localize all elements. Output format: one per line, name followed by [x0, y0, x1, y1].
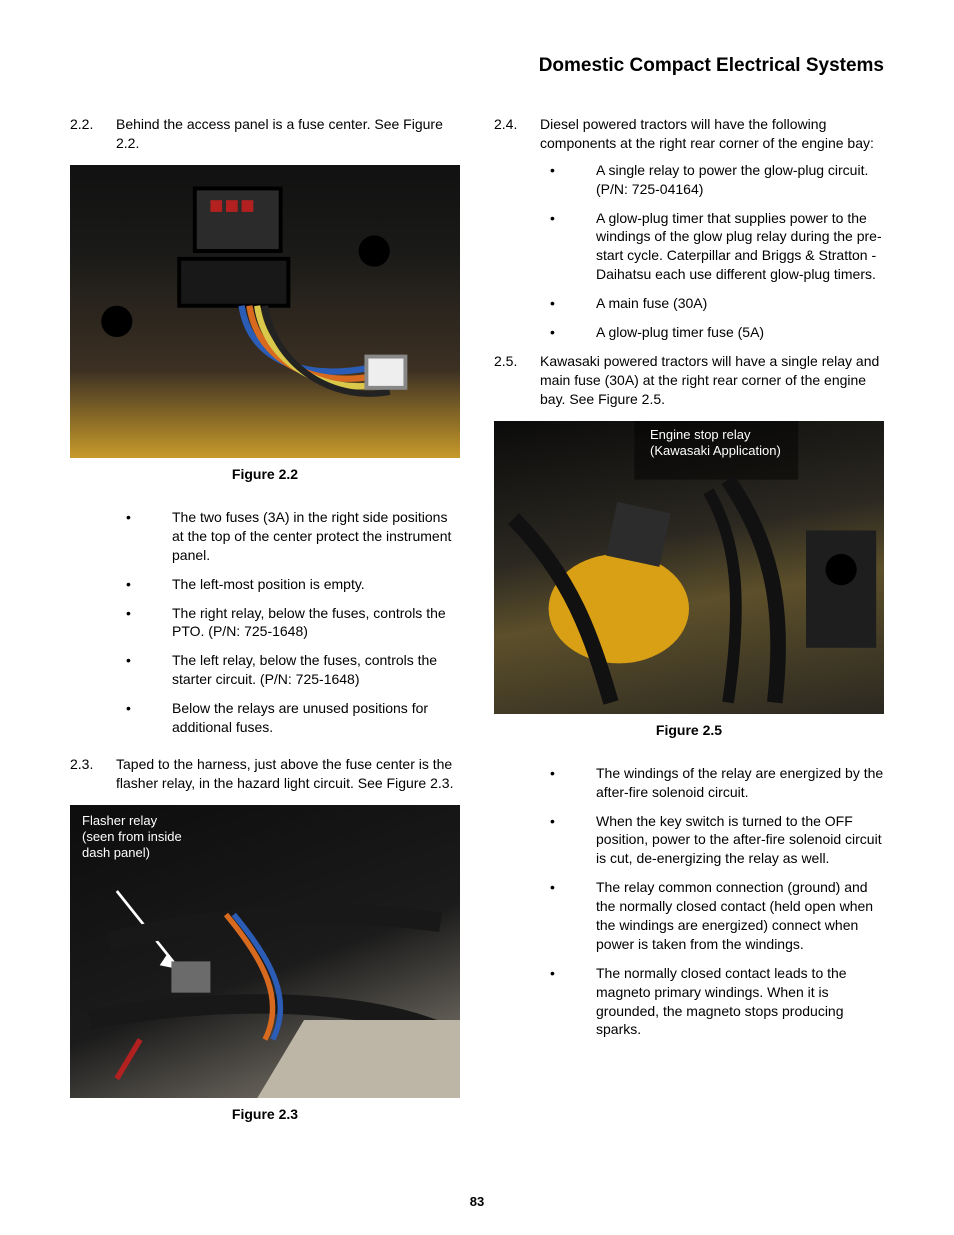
bullet-text: Below the relays are unused positions fo… — [172, 699, 460, 737]
bullet-text: The left-most position is empty. — [172, 575, 460, 594]
bullet-marker: • — [540, 964, 596, 1040]
bullet-marker: • — [540, 878, 596, 954]
list-number: 2.2. — [70, 115, 116, 153]
figure-2-5-image: Engine stop relay (Kawasaki Application) — [494, 421, 884, 714]
bullet-marker: • — [116, 604, 172, 642]
list-item-2-5: 2.5. Kawasaki powered tractors will have… — [494, 352, 884, 409]
chapter-title: Domestic Compact Electrical Systems — [70, 55, 884, 77]
bullet-text: A glow-plug timer that supplies power to… — [596, 209, 884, 285]
bullet-item: • The left-most position is empty. — [116, 575, 460, 594]
bullet-text: The right relay, below the fuses, contro… — [172, 604, 460, 642]
bullet-marker: • — [116, 575, 172, 594]
figure-2-2-caption: Figure 2.2 — [70, 466, 460, 482]
bullet-text: A glow-plug timer fuse (5A) — [596, 323, 884, 342]
list-item-2-2: 2.2. Behind the access panel is a fuse c… — [70, 115, 460, 153]
list-number: 2.5. — [494, 352, 540, 409]
bullet-marker: • — [116, 508, 172, 565]
figure-2-3: Flasher relay (seen from inside dash pan… — [70, 805, 460, 1122]
figure-2-2-image — [70, 165, 460, 458]
list-text: Taped to the harness, just above the fus… — [116, 755, 460, 793]
figure-2-5: Engine stop relay (Kawasaki Application)… — [494, 421, 884, 738]
bullet-item: • When the key switch is turned to the O… — [540, 812, 884, 869]
bullet-marker: • — [116, 651, 172, 689]
bullet-text: A single relay to power the glow-plug ci… — [596, 161, 884, 199]
figure-2-5-label: Engine stop relay (Kawasaki Application) — [644, 423, 787, 464]
list-text: Diesel powered tractors will have the fo… — [540, 115, 884, 153]
bullet-item: • Below the relays are unused positions … — [116, 699, 460, 737]
columns-wrapper: 2.2. Behind the access panel is a fuse c… — [70, 115, 884, 1132]
right-bullets-top: • A single relay to power the glow-plug … — [540, 161, 884, 342]
left-bullets-1: • The two fuses (3A) in the right side p… — [116, 508, 460, 737]
list-item-2-3: 2.3. Taped to the harness, just above th… — [70, 755, 460, 793]
bullet-text: When the key switch is turned to the OFF… — [596, 812, 884, 869]
bullet-text: The left relay, below the fuses, control… — [172, 651, 460, 689]
bullet-marker: • — [540, 209, 596, 285]
bullet-item: • A glow-plug timer fuse (5A) — [540, 323, 884, 342]
page: Domestic Compact Electrical Systems 2.2.… — [0, 0, 954, 1235]
bullet-item: • The normally closed contact leads to t… — [540, 964, 884, 1040]
right-column: 2.4. Diesel powered tractors will have t… — [494, 115, 884, 1132]
list-text: Kawasaki powered tractors will have a si… — [540, 352, 884, 409]
figure-2-3-label: Flasher relay (seen from inside dash pan… — [76, 809, 188, 866]
list-number: 2.4. — [494, 115, 540, 153]
bullet-item: • The two fuses (3A) in the right side p… — [116, 508, 460, 565]
bullet-item: • A main fuse (30A) — [540, 294, 884, 313]
bullet-item: • The relay common connection (ground) a… — [540, 878, 884, 954]
figure-2-5-caption: Figure 2.5 — [494, 722, 884, 738]
list-number: 2.3. — [70, 755, 116, 793]
figure-2-2: Figure 2.2 — [70, 165, 460, 482]
bullet-item: • A single relay to power the glow-plug … — [540, 161, 884, 199]
bullet-marker: • — [116, 699, 172, 737]
bullet-text: The relay common connection (ground) and… — [596, 878, 884, 954]
bullet-marker: • — [540, 323, 596, 342]
bullet-marker: • — [540, 294, 596, 313]
bullet-text: A main fuse (30A) — [596, 294, 884, 313]
figure-2-3-caption: Figure 2.3 — [70, 1106, 460, 1122]
figure-2-3-image: Flasher relay (seen from inside dash pan… — [70, 805, 460, 1098]
figure-2-2-svg — [70, 165, 460, 458]
list-text: Behind the access panel is a fuse center… — [116, 115, 460, 153]
bullet-item: • The right relay, below the fuses, cont… — [116, 604, 460, 642]
figure-2-5-svg — [494, 421, 884, 714]
bullet-text: The two fuses (3A) in the right side pos… — [172, 508, 460, 565]
bullet-item: • A glow-plug timer that supplies power … — [540, 209, 884, 285]
page-number: 83 — [0, 1194, 954, 1209]
bullet-marker: • — [540, 161, 596, 199]
right-bullets-bottom: • The windings of the relay are energize… — [540, 764, 884, 1040]
bullet-marker: • — [540, 812, 596, 869]
list-item-2-4: 2.4. Diesel powered tractors will have t… — [494, 115, 884, 153]
bullet-text: The windings of the relay are energized … — [596, 764, 884, 802]
bullet-marker: • — [540, 764, 596, 802]
bullet-item: • The left relay, below the fuses, contr… — [116, 651, 460, 689]
left-column: 2.2. Behind the access panel is a fuse c… — [70, 115, 460, 1132]
bullet-item: • The windings of the relay are energize… — [540, 764, 884, 802]
bullet-text: The normally closed contact leads to the… — [596, 964, 884, 1040]
